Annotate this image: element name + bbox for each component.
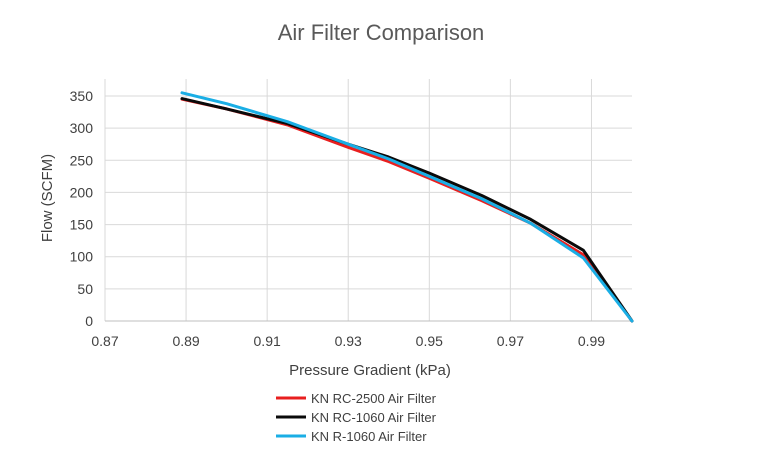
legend-label-3: KN R-1060 Air Filter <box>311 429 427 444</box>
series-line-3 <box>180 91 634 323</box>
y-tick-label: 250 <box>70 152 94 168</box>
y-tick-label: 100 <box>70 249 94 265</box>
legend-label-2: KN RC-1060 Air Filter <box>311 410 437 425</box>
tick-labels: 0 50 100 150 200 250 300 350 0.87 0.89 0.91 0.93 0.9… <box>70 88 606 349</box>
y-tick-label: 300 <box>70 120 94 136</box>
y-tick-label: 0 <box>85 313 93 329</box>
x-tick-label: 0.87 <box>91 333 118 349</box>
y-tick-label: 200 <box>70 184 94 200</box>
x-tick-label: 0.89 <box>172 333 199 349</box>
series-line-1 <box>180 97 634 323</box>
y-tick-label: 350 <box>70 88 94 104</box>
y-axis-title: Flow (SCFM) <box>39 154 56 242</box>
series-lines <box>180 91 634 323</box>
x-tick-label: 0.93 <box>335 333 362 349</box>
y-tick-label: 50 <box>77 281 93 297</box>
series-line-2 <box>180 97 634 323</box>
x-axis-title: Pressure Gradient (kPa) <box>289 362 451 379</box>
legend: KN RC-2500 Air Filter KN RC-1060 Air Filt… <box>276 391 437 444</box>
x-tick-label: 0.95 <box>416 333 443 349</box>
x-tick-label: 0.99 <box>578 333 605 349</box>
chart-title: Air Filter Comparison <box>278 20 485 45</box>
gridlines <box>104 79 632 322</box>
y-tick-label: 150 <box>70 217 94 233</box>
x-tick-label: 0.97 <box>497 333 524 349</box>
x-tick-label: 0.91 <box>254 333 281 349</box>
legend-label-1: KN RC-2500 Air Filter <box>311 391 437 406</box>
